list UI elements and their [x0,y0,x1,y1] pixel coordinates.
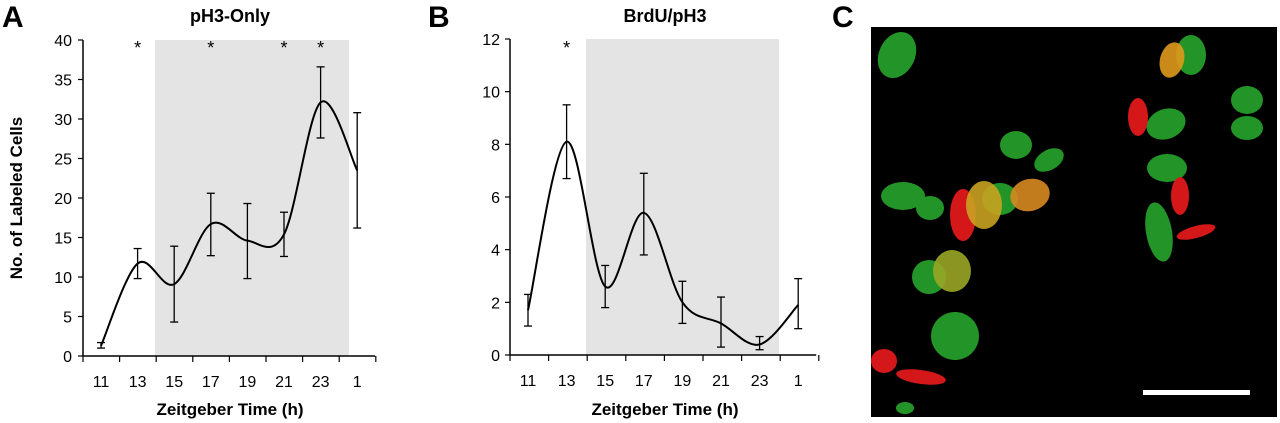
yellow-overlap-nuclei [933,42,1185,292]
x-tick-label: 13 [558,373,576,390]
micrograph-image [871,27,1277,417]
panel-letter-c: C [832,1,854,34]
y-tick-label: 40 [54,33,72,50]
error-bar [601,264,610,309]
x-tick-label: 19 [674,373,692,390]
green-nuclei [877,31,1263,414]
shaded-dark-period [155,40,349,356]
y-tick-label: 25 [54,152,72,169]
y-tick-label: 10 [54,270,72,287]
scale-bar [1143,390,1250,395]
x-tick-label: 1 [794,373,803,390]
x-tick-label: 19 [239,374,257,391]
y-tick-label: 30 [54,112,72,129]
chart-b: 0 2 4 6 8 10 12 11 13 15 17 19 21 23 1 * BrdU/pH3 Zeitgeb… [482,6,820,419]
error-bar [353,112,362,229]
y-tick-label: 0 [63,349,72,366]
error-bar [717,296,725,348]
significance-star: * [317,38,324,58]
y-tick-label: 6 [491,190,500,207]
panel-letter-b: B [428,1,450,34]
y-axis-label: No. of Labeled Cells [7,117,26,279]
x-tick-label: 21 [275,374,293,391]
error-bar [524,293,532,327]
chart-title: pH3-Only [190,6,270,26]
significance-star: * [134,38,141,58]
error-bar [133,247,142,280]
error-bar [755,335,764,351]
y-tick-label: 0 [491,348,500,365]
x-tick-label: 23 [751,373,769,390]
y-tick-label: 8 [491,137,500,154]
significance-star: * [563,38,570,58]
error-bar [316,66,325,139]
y-tick-label: 2 [491,295,500,312]
y-tick-label: 4 [491,243,500,260]
y-tick-label: 35 [54,73,72,90]
error-bar [794,277,803,330]
y-tick-label: 5 [63,310,72,327]
x-axis-label: Zeitgeber Time (h) [591,400,738,419]
x-tick-label: 11 [93,374,110,391]
error-bar [206,192,215,257]
chart-title: BrdU/pH3 [623,6,706,26]
y-tick-label: 10 [482,85,500,102]
significance-star: * [280,38,287,58]
y-tick-label: 20 [54,191,72,208]
x-tick-label: 15 [596,373,614,390]
x-tick-label: 1 [353,374,362,391]
chart-a: 0 5 10 15 20 25 30 35 40 11 13 15 17 19 21 23 1 * * * * pH3-O… [7,6,377,419]
micrograph-background [871,27,1277,417]
x-tick-label: 21 [712,373,730,390]
significance-star: * [207,38,214,58]
error-bar [562,104,571,180]
x-tick-label: 11 [520,373,537,390]
x-axis-label: Zeitgeber Time (h) [156,400,303,419]
series-line [100,100,359,347]
error-bar [639,172,648,256]
x-tick-label: 15 [165,374,183,391]
error-bar [170,245,179,323]
panel-letter-a: A [2,1,24,34]
x-tick-label: 17 [202,374,220,391]
x-tick-label: 23 [312,374,330,391]
error-bar [280,211,288,258]
error-bar [678,280,687,325]
error-bar [97,341,105,349]
x-tick-label: 13 [129,374,147,391]
x-tick-label: 17 [635,373,653,390]
error-bar [243,202,252,280]
y-tick-label: 12 [482,32,500,49]
y-tick-label: 15 [54,231,72,248]
